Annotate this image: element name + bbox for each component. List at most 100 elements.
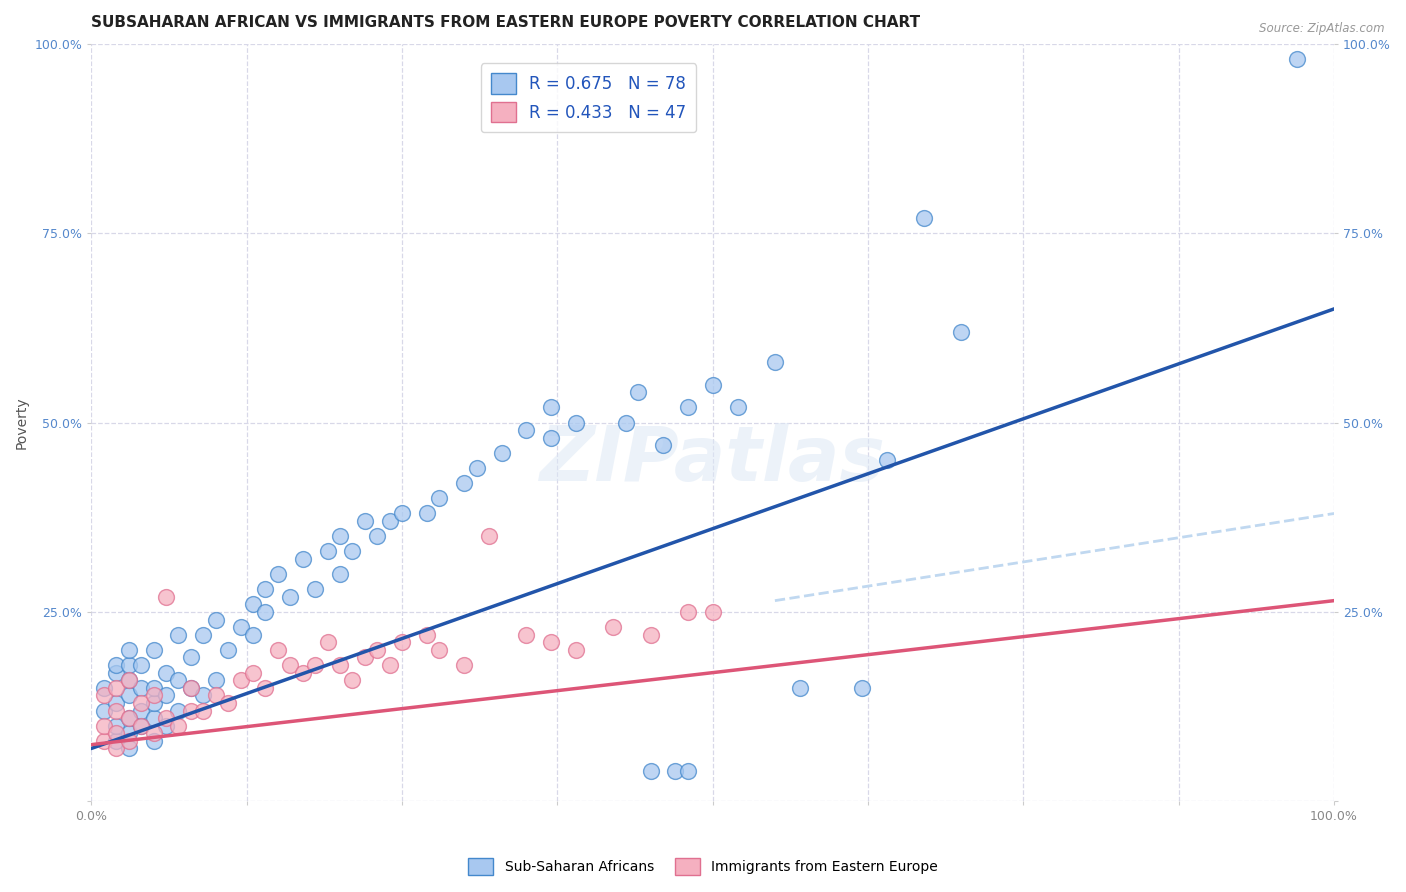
Point <box>378 658 401 673</box>
Point <box>242 628 264 642</box>
Point <box>167 704 190 718</box>
Point <box>950 325 973 339</box>
Point <box>105 719 128 733</box>
Point <box>155 689 177 703</box>
Point <box>118 673 141 688</box>
Point <box>465 461 488 475</box>
Text: SUBSAHARAN AFRICAN VS IMMIGRANTS FROM EASTERN EUROPE POVERTY CORRELATION CHART: SUBSAHARAN AFRICAN VS IMMIGRANTS FROM EA… <box>91 15 921 30</box>
Point <box>254 582 277 597</box>
Point <box>142 734 165 748</box>
Point <box>640 628 662 642</box>
Point <box>180 681 202 695</box>
Point <box>614 416 637 430</box>
Point <box>193 704 215 718</box>
Point <box>142 689 165 703</box>
Point <box>429 643 451 657</box>
Point <box>664 764 686 779</box>
Point <box>93 681 115 695</box>
Point <box>142 643 165 657</box>
Point <box>640 764 662 779</box>
Point <box>254 681 277 695</box>
Point <box>129 704 152 718</box>
Point <box>118 711 141 725</box>
Point <box>789 681 811 695</box>
Point <box>142 711 165 725</box>
Point <box>876 453 898 467</box>
Point <box>391 635 413 649</box>
Point <box>291 665 314 680</box>
Point <box>676 605 699 619</box>
Point <box>540 635 562 649</box>
Point <box>93 689 115 703</box>
Point <box>304 658 326 673</box>
Point <box>353 514 375 528</box>
Point <box>453 476 475 491</box>
Point <box>167 628 190 642</box>
Y-axis label: Poverty: Poverty <box>15 396 30 449</box>
Point <box>180 704 202 718</box>
Point <box>229 673 252 688</box>
Point <box>304 582 326 597</box>
Legend: R = 0.675   N = 78, R = 0.433   N = 47: R = 0.675 N = 78, R = 0.433 N = 47 <box>481 63 696 132</box>
Point <box>118 741 141 756</box>
Point <box>93 734 115 748</box>
Point <box>142 696 165 710</box>
Point <box>142 681 165 695</box>
Point <box>242 665 264 680</box>
Point <box>105 665 128 680</box>
Point <box>217 696 239 710</box>
Point <box>416 507 439 521</box>
Point <box>565 643 588 657</box>
Point <box>118 673 141 688</box>
Point <box>204 613 226 627</box>
Point <box>254 605 277 619</box>
Point <box>378 514 401 528</box>
Legend: Sub-Saharan Africans, Immigrants from Eastern Europe: Sub-Saharan Africans, Immigrants from Ea… <box>463 853 943 880</box>
Point <box>366 643 388 657</box>
Point <box>851 681 873 695</box>
Point <box>105 681 128 695</box>
Point <box>204 673 226 688</box>
Point <box>429 491 451 506</box>
Point <box>93 704 115 718</box>
Point <box>416 628 439 642</box>
Point <box>316 635 339 649</box>
Point <box>155 590 177 604</box>
Point <box>267 567 290 582</box>
Text: Source: ZipAtlas.com: Source: ZipAtlas.com <box>1260 22 1385 36</box>
Point <box>129 719 152 733</box>
Point <box>105 726 128 740</box>
Point <box>155 665 177 680</box>
Point <box>118 643 141 657</box>
Point <box>342 673 364 688</box>
Point <box>727 401 749 415</box>
Point <box>105 704 128 718</box>
Point <box>267 643 290 657</box>
Point <box>217 643 239 657</box>
Point <box>676 401 699 415</box>
Point <box>353 650 375 665</box>
Point <box>180 650 202 665</box>
Point <box>242 598 264 612</box>
Point <box>155 711 177 725</box>
Point <box>491 446 513 460</box>
Point <box>912 211 935 225</box>
Point <box>329 658 352 673</box>
Point <box>602 620 624 634</box>
Point <box>118 689 141 703</box>
Point <box>193 689 215 703</box>
Point <box>652 438 675 452</box>
Point <box>229 620 252 634</box>
Point <box>342 544 364 558</box>
Point <box>316 544 339 558</box>
Point <box>129 719 152 733</box>
Point <box>204 689 226 703</box>
Point <box>515 628 537 642</box>
Point <box>167 719 190 733</box>
Point <box>129 696 152 710</box>
Point <box>565 416 588 430</box>
Point <box>676 764 699 779</box>
Point <box>180 681 202 695</box>
Point <box>515 423 537 437</box>
Point <box>278 590 301 604</box>
